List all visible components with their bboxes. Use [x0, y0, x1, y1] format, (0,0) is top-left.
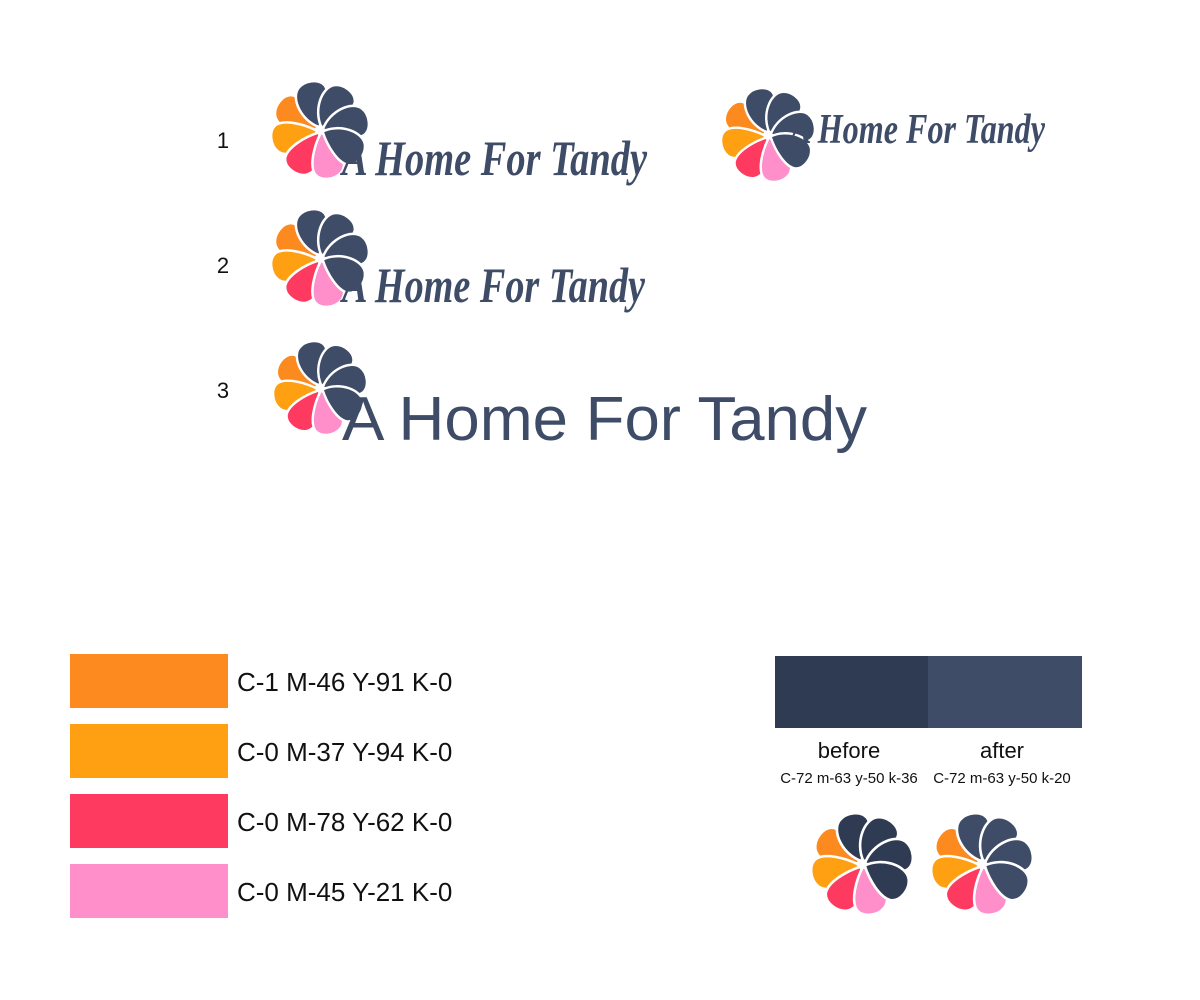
petal	[321, 385, 365, 423]
flower-icon	[809, 811, 915, 917]
flower-icon	[269, 79, 371, 181]
comparison-swatch	[775, 656, 929, 728]
wordmark: A Home For Tandy	[340, 257, 646, 313]
color-code: C-0 M-37 Y-94 K-0	[237, 737, 452, 767]
flower-icon	[269, 207, 371, 309]
option-number: 2	[217, 253, 229, 278]
comparison-label: before	[818, 738, 880, 763]
color-code: C-0 M-78 Y-62 K-0	[237, 807, 452, 837]
color-swatch	[70, 864, 228, 918]
wordmark: A Home For Tandy	[788, 107, 1046, 153]
swatches: C-1 M-46 Y-91 K-0 C-0 M-37 Y-94 K-0 C-0 M-…	[70, 654, 452, 918]
flowers	[269, 79, 1035, 917]
color-swatch	[70, 724, 228, 778]
color-comparison: before C-72 m-63 y-50 k-36 after C-72 m-63 …	[775, 656, 1082, 787]
wordmark: A Home For Tandy	[340, 130, 648, 186]
color-code: C-1 M-46 Y-91 K-0	[237, 667, 452, 697]
option-number: 1	[217, 128, 229, 153]
flower-icon	[929, 811, 1035, 917]
comparison-label: after	[980, 738, 1024, 763]
flower-icon	[271, 339, 369, 437]
comparison-code: C-72 m-63 y-50 k-36	[780, 770, 918, 787]
petal	[321, 126, 367, 167]
color-swatch	[70, 654, 228, 708]
color-swatch	[70, 794, 228, 848]
petal	[983, 860, 1030, 902]
color-code: C-0 M-45 Y-21 K-0	[237, 877, 452, 907]
comparison-code: C-72 m-63 y-50 k-20	[933, 770, 1071, 787]
wordmark: A Home For Tandy	[342, 385, 867, 454]
petal	[321, 254, 367, 295]
option-number: 3	[217, 378, 229, 403]
flower-icon	[719, 86, 817, 184]
petal	[863, 860, 910, 902]
petal	[769, 132, 813, 170]
comparison-swatch	[928, 656, 1082, 728]
